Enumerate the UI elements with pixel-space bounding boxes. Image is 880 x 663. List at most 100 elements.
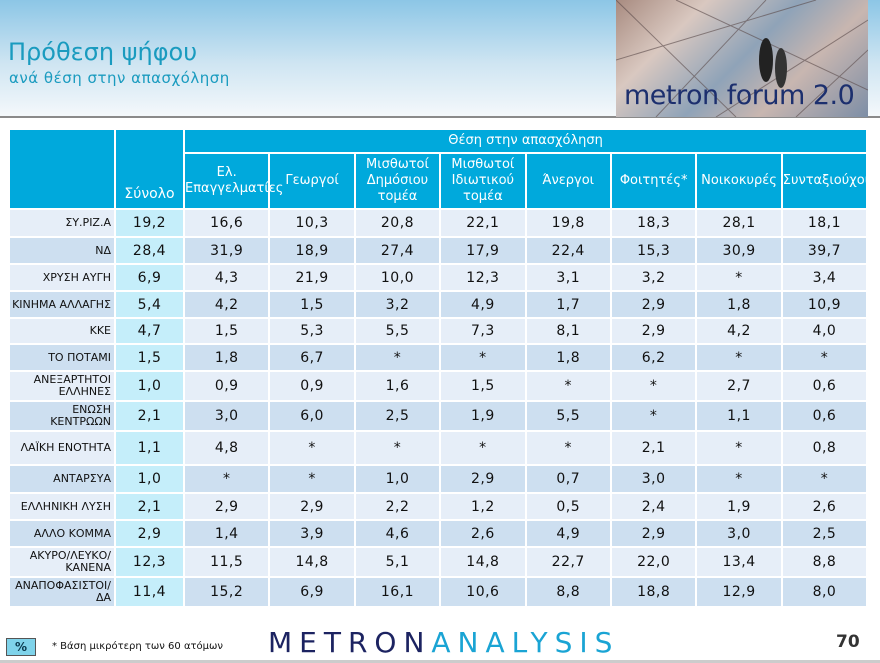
party-label: ΚΙΝΗΜΑ ΑΛΛΑΓΗΣ (8, 290, 116, 319)
value-cell: 5,3 (268, 317, 356, 345)
total-cell: 2,1 (114, 492, 185, 521)
value-cell: 1,2 (439, 492, 527, 521)
value-cell: * (695, 430, 783, 466)
total-cell: 11,4 (114, 576, 185, 608)
value-cell: 3,0 (182, 400, 271, 432)
page-subtitle: ανά θέση στην απασχόληση (9, 69, 230, 87)
value-cell: 1,5 (182, 317, 271, 345)
value-cell: 10,0 (353, 263, 442, 292)
value-cell: 0,8 (780, 430, 869, 466)
value-cell: * (524, 370, 612, 402)
column-header: Ελ. Επαγγελματίες (182, 152, 283, 210)
total-cell: 19,2 (114, 208, 185, 238)
value-cell: 4,6 (353, 519, 442, 548)
value-cell: 0,5 (524, 492, 612, 521)
value-cell: 1,5 (439, 370, 527, 402)
value-cell: * (780, 464, 869, 494)
footer-divider (0, 660, 880, 663)
value-cell: 12,9 (695, 576, 783, 608)
value-cell: 16,1 (353, 576, 442, 608)
value-cell: 4,9 (439, 290, 527, 319)
party-label: ΑΝΕΞΑΡΤΗΤΟΙ ΕΛΛΗΝΕΣ (8, 370, 116, 402)
table-row: ΧΡΥΣΗ ΑΥΓΗ 6,9 4,3 21,9 10,0 12,3 3,1 3,2 * 3,4 (8, 263, 869, 292)
value-cell: 2,1 (609, 430, 698, 466)
value-cell: 17,9 (439, 236, 527, 265)
party-label: ΝΔ (8, 236, 116, 265)
value-cell: 21,9 (268, 263, 356, 292)
table-row: ΕΛΛΗΝΙΚΗ ΛΥΣΗ 2,1 2,9 2,9 2,2 1,2 0,5 2,4 1,9 2,6 (8, 492, 869, 521)
brand-image-text: metron forum 2.0 (624, 80, 855, 111)
party-label: ΕΝΩΣΗ ΚΕΝΤΡΩΩΝ (8, 400, 116, 432)
value-cell: 1,7 (524, 290, 612, 319)
value-cell: 3,0 (609, 464, 698, 494)
total-cell: 6,9 (114, 263, 185, 292)
value-cell: 4,2 (695, 317, 783, 345)
table-row: ΤΟ ΠΟΤΑΜΙ 1,5 1,8 6,7 * * 1,8 6,2 * * (8, 343, 869, 372)
value-cell: 18,9 (268, 236, 356, 265)
value-cell: 22,0 (609, 546, 698, 578)
party-label: ΑΝΑΠΟΦΑΣΙΣΤΟΙ/ ΔΑ (8, 576, 116, 608)
value-cell: 30,9 (695, 236, 783, 265)
value-cell: 8,0 (780, 576, 869, 608)
column-header: Γεωργοί (268, 152, 356, 210)
value-cell: 1,9 (439, 400, 527, 432)
table-row: ΑΝΕΞΑΡΤΗΤΟΙ ΕΛΛΗΝΕΣ 1,0 0,9 0,9 1,6 1,5 * * 2,7 0… (8, 370, 869, 402)
value-cell: 0,9 (182, 370, 271, 402)
value-cell: 13,4 (695, 546, 783, 578)
table-row: ΚΚΕ 4,7 1,5 5,3 5,5 7,3 8,1 2,9 4,2 4,0 (8, 317, 869, 345)
total-cell: 2,1 (114, 400, 185, 432)
value-cell: 1,0 (353, 464, 442, 494)
value-cell: 2,9 (609, 519, 698, 548)
value-cell: 2,9 (609, 317, 698, 345)
value-cell: 3,0 (695, 519, 783, 548)
total-cell: 2,9 (114, 519, 185, 548)
page-title: Πρόθεση ψήφου (8, 38, 198, 66)
value-cell: 3,1 (524, 263, 612, 292)
value-cell: 1,5 (268, 290, 356, 319)
total-header: Σύνολο (114, 128, 185, 210)
value-cell: 6,0 (268, 400, 356, 432)
column-header: Συνταξιούχοι (780, 152, 869, 210)
unit-badge: % (6, 638, 36, 656)
total-cell: 4,7 (114, 317, 185, 345)
vote-intention-table: Σύνολο Θέση στην απασχόληση Ελ. Επαγγελμ… (8, 128, 869, 608)
value-cell: 18,3 (609, 208, 698, 238)
value-cell: 2,4 (609, 492, 698, 521)
value-cell: * (524, 430, 612, 466)
value-cell: * (695, 263, 783, 292)
value-cell: * (182, 464, 271, 494)
party-label: ΧΡΥΣΗ ΑΥΓΗ (8, 263, 116, 292)
party-label: ΑΛΛΟ ΚΟΜΜΑ (8, 519, 116, 548)
value-cell: 2,6 (780, 492, 869, 521)
value-cell: 3,4 (780, 263, 869, 292)
value-cell: * (609, 400, 698, 432)
value-cell: 2,9 (268, 492, 356, 521)
value-cell: 6,7 (268, 343, 356, 372)
value-cell: 6,9 (268, 576, 356, 608)
value-cell: 2,9 (182, 492, 271, 521)
value-cell: * (353, 430, 442, 466)
party-label: ΑΚΥΡΟ/ΛΕΥΚΟ/ ΚΑΝΕΝΑ (8, 546, 116, 578)
value-cell: 14,8 (439, 546, 527, 578)
geometric-pattern-icon (616, 0, 868, 117)
table-row: ΑΝΤΑΡΣΥΑ 1,0 * * 1,0 2,9 0,7 3,0 * * (8, 464, 869, 494)
total-cell: 1,1 (114, 430, 185, 466)
column-header: Μισθωτοί Ιδιωτικού τομέα (439, 152, 527, 210)
value-cell: 22,4 (524, 236, 612, 265)
value-cell: 0,6 (780, 400, 869, 432)
total-cell: 1,0 (114, 464, 185, 494)
value-cell: 16,6 (182, 208, 271, 238)
value-cell: 1,8 (524, 343, 612, 372)
value-cell: * (439, 343, 527, 372)
value-cell: 28,1 (695, 208, 783, 238)
value-cell: 18,8 (609, 576, 698, 608)
party-label: ΛΑΪΚΗ ΕΝΟΤΗΤΑ (8, 430, 116, 466)
value-cell: 1,6 (353, 370, 442, 402)
party-label: ΤΟ ΠΟΤΑΜΙ (8, 343, 116, 372)
value-cell: 1,8 (182, 343, 271, 372)
group-header: Θέση στην απασχόληση (182, 128, 869, 154)
value-cell: 20,8 (353, 208, 442, 238)
value-cell: 15,3 (609, 236, 698, 265)
value-cell: 39,7 (780, 236, 869, 265)
value-cell: 8,1 (524, 317, 612, 345)
